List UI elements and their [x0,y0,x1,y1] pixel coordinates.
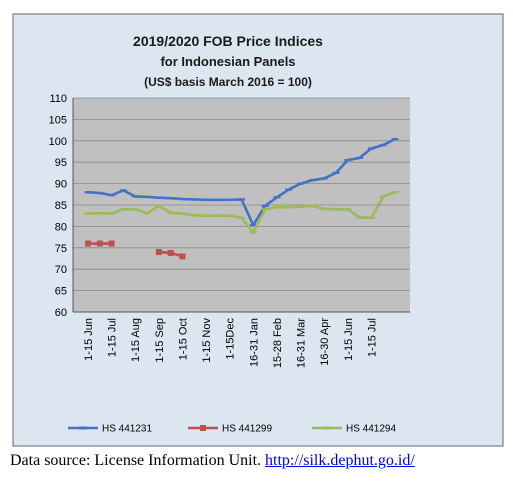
data-point [108,240,115,247]
y-tick-label: 110 [49,93,67,105]
legend-label: HS 441299 [222,424,272,435]
x-tick-label: 1-15 Oct [177,318,189,360]
chart-title-line-2: for Indonesian Panels [160,54,295,69]
legend-label: HS 441231 [102,424,152,435]
series-hs-441294 [84,190,399,234]
x-tick-label: 16-31 Mar [296,318,308,368]
y-tick-label: 105 [49,114,67,126]
legend-marker [200,425,206,431]
x-tick-label: 1-15 Jul [366,318,378,357]
chart-title-line-3: (US$ basis March 2016 = 100) [144,75,312,89]
x-tick-label: 1-15 Jul [107,318,119,357]
legend-item: HS 441299 [188,424,272,435]
y-axis: 60 65 70 75 80 85 90 95 100 105 110 [49,93,74,319]
legend-item: HS 441231 [68,424,152,435]
y-tick-label: 90 [55,179,67,191]
grid-lines [73,97,410,313]
data-point [96,240,103,247]
y-tick-label: 70 [55,264,67,276]
x-tick-label: 16-31 Jan [248,318,260,367]
x-tick-label: 1-15Dec [225,318,237,360]
x-tick-label: 1-15 Nov [201,318,213,363]
data-source-footer: Data source: License Information Unit. h… [10,452,510,470]
y-tick-label: 100 [49,136,67,148]
series-group [84,137,399,260]
y-tick-label: 60 [55,307,67,319]
series-hs-441299 [85,240,186,260]
y-tick-label: 95 [55,157,67,169]
chart-title-line-1: 2019/2020 FOB Price Indices [133,33,323,49]
data-point [179,253,186,260]
data-source-link[interactable]: http://silk.dephut.go.id/ [265,452,415,469]
x-tick-label: 1-15 Jun [83,318,95,361]
x-tick-label: 1-15 Aug [130,318,142,362]
data-point [155,249,162,256]
x-tick-label: 16-30 Apr [319,318,331,366]
x-tick-label: 1-15 Sep [154,318,166,363]
legend-label: HS 441294 [346,424,396,435]
x-tick-label: 15-28 Feb [272,318,284,368]
data-source-text: Data source: License Information Unit. [10,452,266,469]
x-axis: 1-15 Jun 1-15 Jul 1-15 Aug 1-15 Sep 1-15 Oct… [73,311,410,368]
legend: HS 441231 HS 441299 HS 441294 [68,424,396,435]
series-hs-441231 [84,137,399,227]
data-point [167,249,174,256]
y-tick-label: 85 [55,200,67,212]
y-tick-label: 75 [55,243,67,255]
legend-item: HS 441294 [312,424,396,435]
x-tick-label: 1-15 Jun [343,318,355,361]
y-tick-label: 65 [55,286,67,298]
y-tick-label: 80 [55,221,67,233]
data-point [85,240,91,247]
